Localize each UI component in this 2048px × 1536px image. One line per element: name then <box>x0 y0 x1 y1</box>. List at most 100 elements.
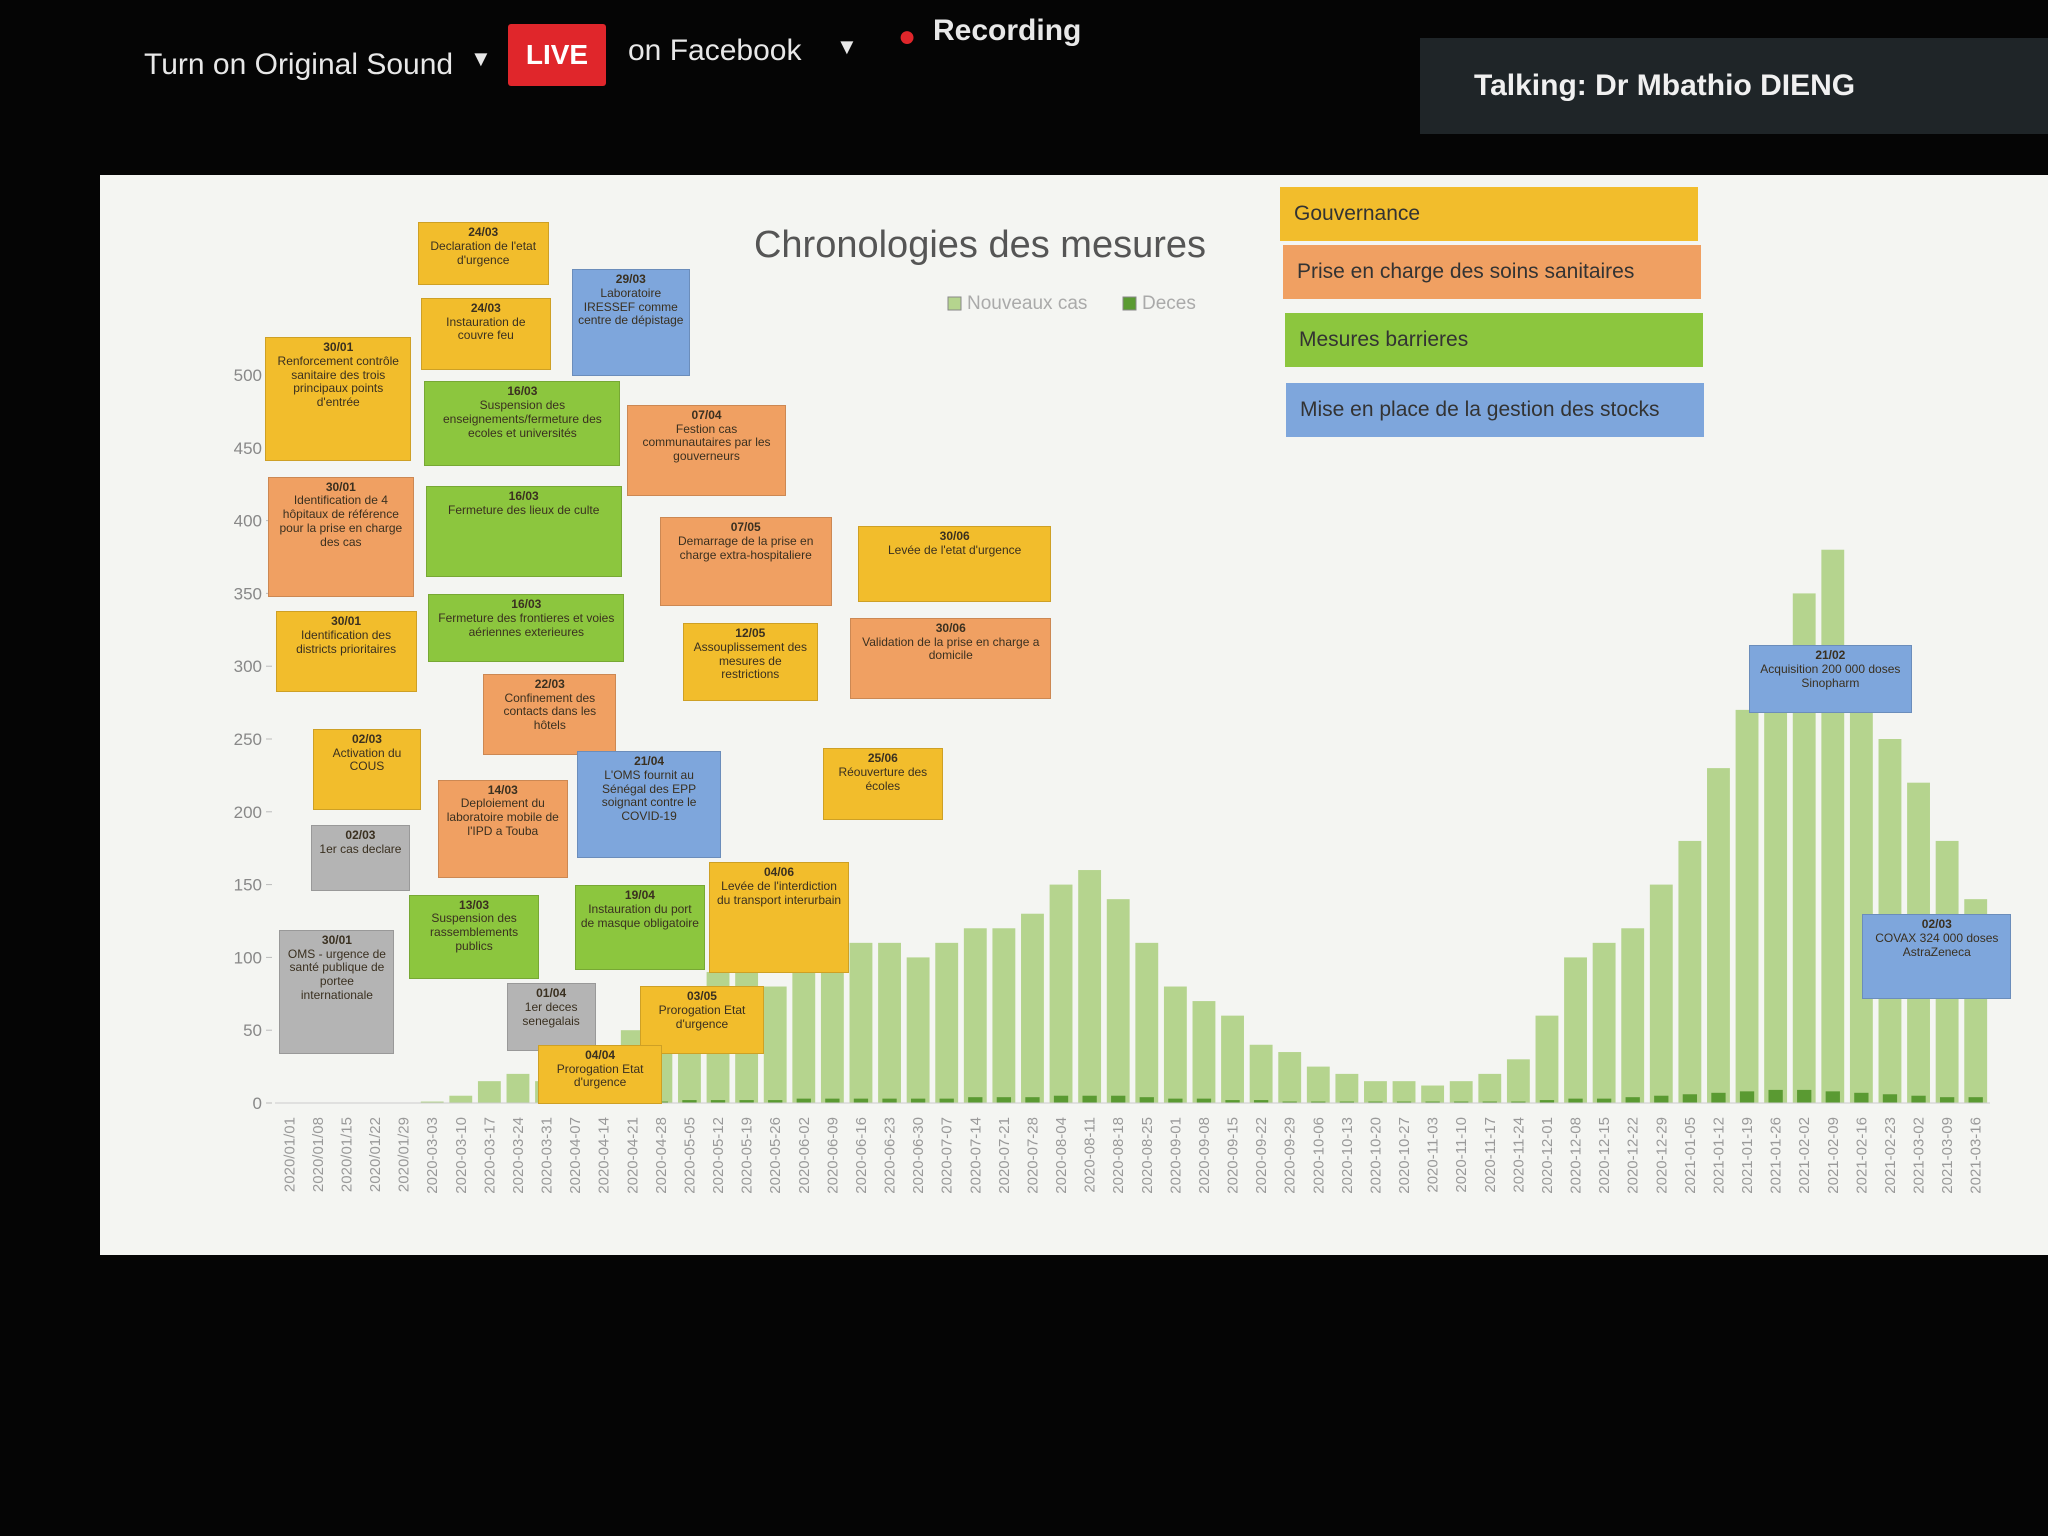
bar <box>1078 870 1102 1103</box>
x-tick-label: 2020-10-27 <box>1396 1117 1413 1194</box>
annotation-date: 02/03 <box>351 731 382 746</box>
x-tick-label: 2020-12-08 <box>1568 1117 1585 1194</box>
bar <box>739 1100 754 1103</box>
annotation-date: 30/01 <box>325 479 356 494</box>
chart-title: Chronologies des mesures <box>754 224 1206 266</box>
bar <box>1539 1100 1555 1103</box>
annotation-date: 30/01 <box>321 932 352 947</box>
x-tick-label: 2020-12-01 <box>1539 1117 1556 1194</box>
annotation: 24/03 Instauration de couvre feu <box>420 297 552 370</box>
bar <box>1111 1095 1126 1103</box>
annotation-date: 24/03 <box>470 300 501 315</box>
annotation: 30/01 Identification de 4 hôpitaux de réf… <box>267 476 414 597</box>
annotation-text: Identification de 4 hôpitaux de référenc… <box>279 493 403 549</box>
bar <box>1564 957 1587 1103</box>
annotation-date: 14/03 <box>487 782 518 797</box>
annotation-text: Festion cas communautaires par les gouve… <box>642 421 771 464</box>
annotation-date: 25/06 <box>867 751 898 766</box>
legend-label: Nouveaux cas <box>967 293 1087 314</box>
x-tick-label: 2020-09-01 <box>1167 1117 1184 1194</box>
bar <box>1535 1015 1559 1103</box>
measure-legend-item: Gouvernance <box>1280 187 1698 241</box>
live-target[interactable]: on Facebook <box>628 34 802 67</box>
bar <box>1478 1073 1502 1103</box>
x-tick-label: 2021-02-23 <box>1882 1117 1899 1194</box>
annotation: 16/03 Fermeture des frontieres et voies a… <box>428 594 625 663</box>
bar <box>768 1100 783 1103</box>
annotation-date: 07/04 <box>691 407 722 422</box>
bar <box>1739 1091 1755 1103</box>
x-tick-label: 2020-08-04 <box>1053 1117 1070 1194</box>
y-tick-label: 500 <box>234 366 262 385</box>
annotation: 30/06 Validation de la prise en charge a … <box>850 617 1052 699</box>
measure-legend-item: Mesures barrieres <box>1285 313 1703 367</box>
bar <box>992 928 1016 1103</box>
original-sound[interactable]: Turn on Original Sound <box>144 48 454 81</box>
bar <box>1797 1089 1812 1103</box>
annotation-date: 16/03 <box>511 597 542 612</box>
bar <box>1621 928 1645 1103</box>
bar <box>996 1097 1012 1103</box>
x-tick-label: 2020-06-23 <box>882 1117 899 1194</box>
bar <box>1392 1081 1416 1103</box>
x-tick-label: 2020-07-21 <box>996 1117 1013 1194</box>
bar <box>1196 1098 1212 1103</box>
annotation-text: Fermeture des frontieres et voies aérien… <box>438 611 615 639</box>
bar <box>1649 884 1673 1103</box>
bar <box>1854 1092 1869 1103</box>
x-tick-label: 2021-01-05 <box>1682 1117 1699 1194</box>
annotation-date: 30/01 <box>331 614 362 629</box>
x-tick-label: 2020-11-03 <box>1425 1117 1442 1193</box>
x-tick-label: 2020-07-07 <box>939 1117 956 1194</box>
bar <box>1021 913 1044 1103</box>
annotation-date: 04/06 <box>764 864 795 879</box>
x-tick-label: 2020/01/29 <box>396 1117 413 1192</box>
x-tick-label: 2020-12-22 <box>1625 1117 1642 1194</box>
annotation-text: L'OMS fournit au Sénégal des EPP soignan… <box>601 767 697 824</box>
annotation: 14/03 Deploiement du laboratoire mobile d… <box>437 779 569 878</box>
annotation: 02/03 1er cas declare <box>310 825 411 891</box>
annotation-date: 01/04 <box>536 986 567 1001</box>
x-tick-label: 2020-06-09 <box>824 1117 841 1194</box>
bar <box>1421 1085 1445 1103</box>
talking-indicator: Talking: Dr Mbathio DIENG <box>1420 38 2048 134</box>
annotation-text: Validation de la prise en charge a domic… <box>862 634 1040 663</box>
bar <box>939 1098 954 1103</box>
bar <box>1939 1097 1955 1103</box>
annotation-date: 02/03 <box>345 828 376 843</box>
bar <box>1225 1100 1240 1103</box>
annotation-text: 1er deces senegalais <box>522 1000 580 1028</box>
x-tick-label: 2020-09-08 <box>1196 1117 1213 1194</box>
bar <box>477 1081 501 1103</box>
annotation: 19/04 Instauration du port de masque obli… <box>574 885 706 971</box>
bar <box>1968 1097 1983 1103</box>
measure-legend-item: Mise en place de la gestion des stocks <box>1286 383 1704 437</box>
live-badge[interactable]: LIVE <box>508 24 606 86</box>
x-tick-label: 2020-06-02 <box>796 1117 813 1194</box>
x-tick-label: 2020-05-26 <box>767 1117 784 1194</box>
annotation-text: Suspension des rassemblements publics <box>430 911 519 953</box>
x-tick-label: 2021-02-16 <box>1853 1117 1870 1194</box>
recording: Recording <box>933 14 1082 47</box>
dropdown-arrow[interactable]: ▼ <box>470 46 492 71</box>
annotation-date: 30/06 <box>935 620 966 635</box>
bar <box>506 1073 530 1103</box>
bar <box>1764 666 1788 1103</box>
x-tick-label: 2021-03-09 <box>1939 1117 1956 1194</box>
bar <box>1249 1044 1273 1103</box>
annotation: 02/03 Activation du COUS <box>313 728 421 810</box>
bar <box>1882 1094 1898 1103</box>
x-tick-label: 2020-03-03 <box>424 1117 441 1194</box>
x-tick-label: 2020-04-28 <box>653 1117 670 1194</box>
annotation-text: COVAX 324 000 doses AstraZeneca <box>1875 930 1999 959</box>
bar <box>1568 1098 1583 1103</box>
annotation: 04/04 Prorogation Etat d'urgence <box>538 1044 663 1104</box>
x-tick-label: 2020-03-31 <box>539 1117 556 1194</box>
x-tick-label: 2021-03-16 <box>1968 1117 1985 1194</box>
annotation: 25/06 Réouverture des écoles <box>822 748 943 821</box>
bar <box>1711 1092 1726 1103</box>
legend-swatch <box>947 296 962 311</box>
dropdown-arrow[interactable]: ▼ <box>836 34 858 59</box>
bar <box>910 1098 926 1103</box>
annotation-date: 30/06 <box>939 529 970 544</box>
